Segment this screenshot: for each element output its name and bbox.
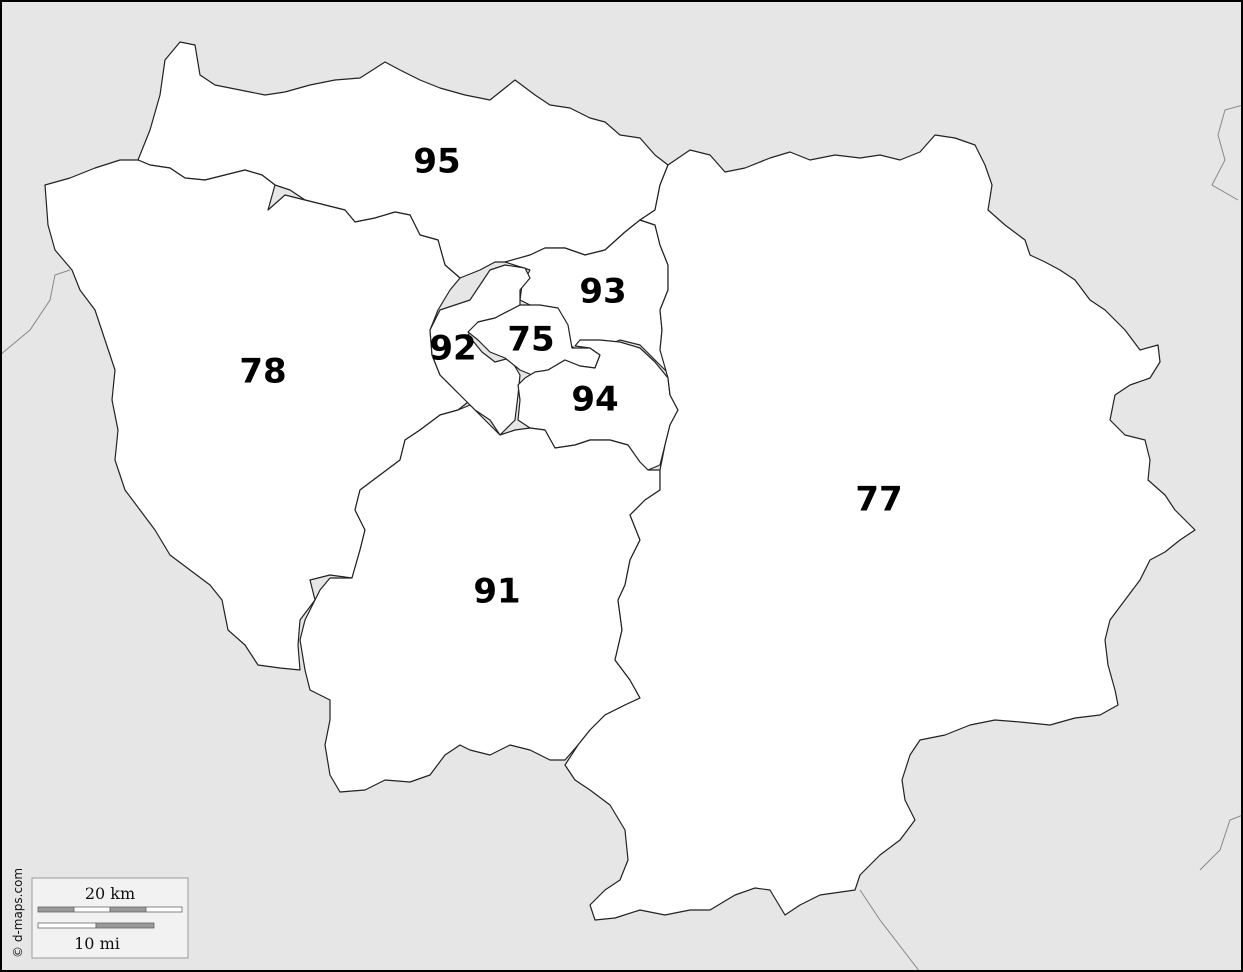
- neighbour-border-southeast: [1199, 814, 1243, 871]
- scale-km-segment-1: [37, 906, 75, 913]
- credit-text: © d-maps.com: [11, 868, 25, 958]
- label-91: 91: [473, 572, 520, 612]
- label-94: 94: [571, 380, 618, 420]
- neighbour-border-south: [859, 889, 921, 972]
- scale-mi-label: 10 mi: [74, 934, 120, 953]
- neighbour-border-east: [1211, 104, 1243, 201]
- neighbour-border-west: [0, 269, 71, 356]
- scale-mi-segment-2: [95, 922, 155, 929]
- scale-km-segment-3: [109, 906, 147, 913]
- scale-km-segment-2: [73, 906, 111, 913]
- label-75: 75: [507, 320, 554, 360]
- department-77[interactable]: [564, 134, 1196, 921]
- label-92: 92: [429, 329, 476, 369]
- scale-bar-box: [31, 877, 189, 959]
- label-78: 78: [239, 352, 286, 392]
- label-93: 93: [579, 272, 626, 312]
- label-95: 95: [413, 142, 460, 182]
- scale-km-segment-4: [145, 906, 183, 913]
- scale-km-label: 20 km: [85, 884, 135, 903]
- department-92[interactable]: [429, 264, 531, 436]
- scale-bar: 20 km 10 mi: [31, 877, 189, 959]
- label-77: 77: [855, 480, 902, 520]
- scale-mi-segment-1: [37, 922, 97, 929]
